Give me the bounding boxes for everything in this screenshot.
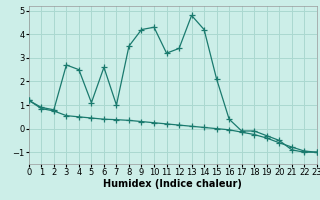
X-axis label: Humidex (Indice chaleur): Humidex (Indice chaleur)	[103, 179, 242, 189]
